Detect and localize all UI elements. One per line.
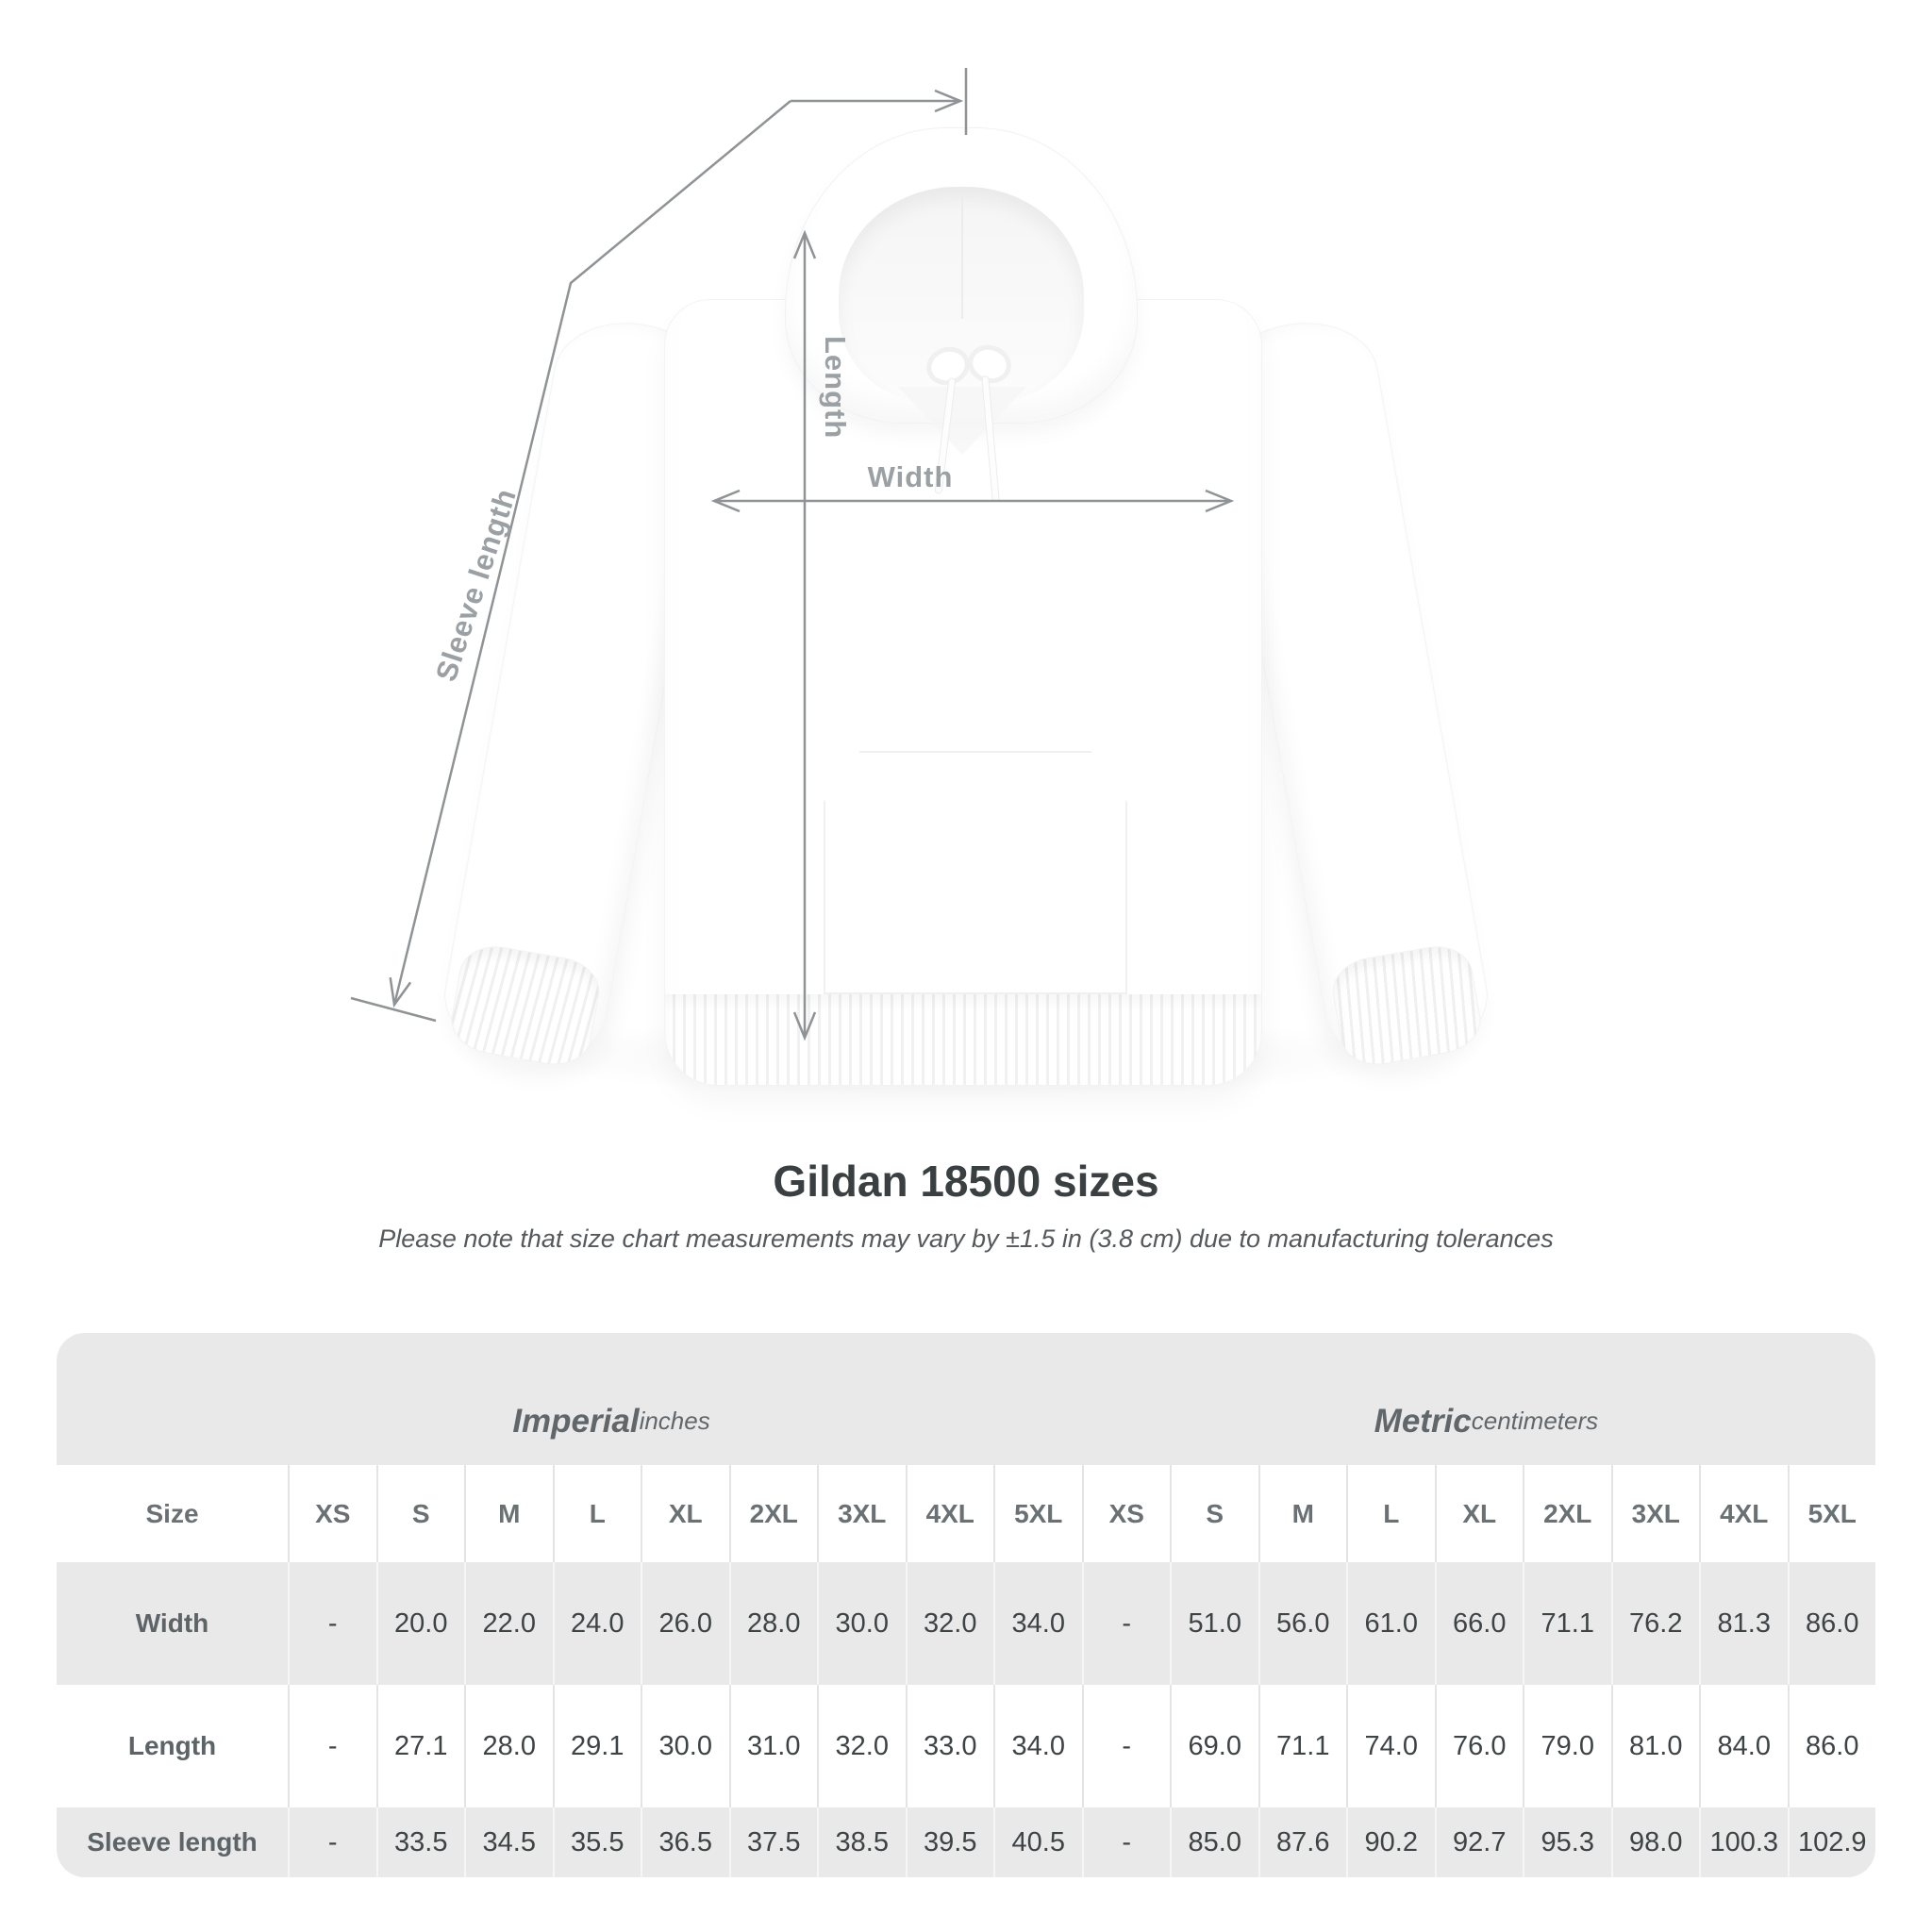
header-cell: L <box>1346 1465 1435 1562</box>
table-row-width: Width - 20.0 22.0 24.0 26.0 28.0 30.0 32… <box>57 1562 1875 1685</box>
value-cell: 66.0 <box>1434 1562 1524 1685</box>
header-cell: XL <box>1434 1465 1524 1562</box>
value-cell: 86.0 <box>1787 1685 1876 1807</box>
value-cell: 34.5 <box>464 1807 553 1877</box>
imperial-unit-group: Imperial inches <box>512 1356 709 1488</box>
value-cell: 98.0 <box>1610 1807 1700 1877</box>
header-cell: M <box>1257 1465 1347 1562</box>
value-cell: 95.3 <box>1523 1807 1611 1877</box>
header-cell: L <box>552 1465 641 1562</box>
value-cell: 81.0 <box>1610 1685 1700 1807</box>
value-cell: 102.9 <box>1787 1807 1876 1877</box>
size-chart-table: Imperial inches Metric centimeters Size … <box>57 1333 1875 1877</box>
value-cell: 92.7 <box>1434 1807 1524 1877</box>
value-cell: 34.0 <box>993 1562 1082 1685</box>
header-cell: M <box>464 1465 553 1562</box>
value-cell: 81.3 <box>1699 1562 1788 1685</box>
header-cell: 5XL <box>993 1465 1082 1562</box>
value-cell: 20.0 <box>375 1562 465 1685</box>
value-cell: 100.3 <box>1699 1807 1788 1877</box>
header-cell: S <box>1170 1465 1258 1562</box>
value-cell: 61.0 <box>1346 1562 1435 1685</box>
row-label: Length <box>127 1731 217 1760</box>
header-cell: XL <box>641 1465 729 1562</box>
value-cell: - <box>1081 1807 1171 1877</box>
row-label: Width <box>135 1608 209 1638</box>
value-cell: - <box>1081 1685 1171 1807</box>
table-row-sleeve-length: Sleeve length - 33.5 34.5 35.5 36.5 37.5… <box>57 1807 1875 1877</box>
header-cell: 3XL <box>817 1465 906 1562</box>
value-cell: - <box>288 1685 376 1807</box>
value-cell: 33.0 <box>905 1685 994 1807</box>
value-cell: 32.0 <box>905 1562 994 1685</box>
metric-sublabel: centimeters <box>1471 1407 1599 1436</box>
value-cell: 37.5 <box>728 1807 818 1877</box>
value-cell: 76.2 <box>1610 1562 1700 1685</box>
header-cell: 4XL <box>1699 1465 1788 1562</box>
value-cell: 24.0 <box>552 1562 641 1685</box>
table-row-length: Length - 27.1 28.0 29.1 30.0 31.0 32.0 3… <box>57 1685 1875 1807</box>
value-cell: 69.0 <box>1170 1685 1258 1807</box>
value-cell: 34.0 <box>993 1685 1082 1807</box>
value-cell: 71.1 <box>1257 1685 1347 1807</box>
row-label: Sleeve length <box>87 1827 258 1857</box>
header-cell: XS <box>1081 1465 1171 1562</box>
width-measure-label: Width <box>867 460 954 493</box>
value-cell: 90.2 <box>1346 1807 1435 1877</box>
header-cell: 2XL <box>728 1465 818 1562</box>
value-cell: 29.1 <box>552 1685 641 1807</box>
value-cell: 32.0 <box>817 1685 906 1807</box>
value-cell: 30.0 <box>641 1685 729 1807</box>
value-cell: 84.0 <box>1699 1685 1788 1807</box>
value-cell: 56.0 <box>1257 1562 1347 1685</box>
imperial-sublabel: inches <box>639 1407 710 1436</box>
value-cell: 28.0 <box>728 1562 818 1685</box>
header-cell: XS <box>288 1465 376 1562</box>
value-cell: 28.0 <box>464 1685 553 1807</box>
value-cell: 38.5 <box>817 1807 906 1877</box>
table-header-row: Size XS S M L XL 2XL 3XL 4XL 5XL XS S M … <box>57 1465 1875 1562</box>
value-cell: 40.5 <box>993 1807 1082 1877</box>
value-cell: - <box>288 1562 376 1685</box>
value-cell: 85.0 <box>1170 1807 1258 1877</box>
tolerance-note: Please note that size chart measurements… <box>378 1224 1554 1253</box>
value-cell: 33.5 <box>375 1807 465 1877</box>
value-cell: 76.0 <box>1434 1685 1524 1807</box>
header-cell: 3XL <box>1610 1465 1700 1562</box>
page-title: Gildan 18500 sizes <box>773 1157 1159 1206</box>
value-cell: 71.1 <box>1523 1562 1611 1685</box>
value-cell: 35.5 <box>552 1807 641 1877</box>
value-cell: 30.0 <box>817 1562 906 1685</box>
value-cell: - <box>288 1807 376 1877</box>
metric-unit-group: Metric centimeters <box>1374 1356 1598 1488</box>
value-cell: 51.0 <box>1170 1562 1258 1685</box>
value-cell: - <box>1081 1562 1171 1685</box>
hoodie-hood-seam <box>961 196 963 319</box>
value-cell: 39.5 <box>905 1807 994 1877</box>
value-cell: 36.5 <box>641 1807 729 1877</box>
metric-label: Metric <box>1374 1403 1472 1441</box>
unit-group-row: Imperial inches Metric centimeters <box>57 1333 1875 1465</box>
header-cell: 4XL <box>905 1465 994 1562</box>
value-cell: 31.0 <box>728 1685 818 1807</box>
value-cell: 79.0 <box>1523 1685 1611 1807</box>
hoodie-kangaroo-pocket <box>824 751 1127 994</box>
length-measure-label: Length <box>819 336 852 440</box>
value-cell: 27.1 <box>375 1685 465 1807</box>
measurement-arrows <box>0 0 1233 1040</box>
header-cell: S <box>375 1465 465 1562</box>
value-cell: 87.6 <box>1257 1807 1347 1877</box>
value-cell: 86.0 <box>1787 1562 1876 1685</box>
imperial-label: Imperial <box>512 1403 640 1441</box>
header-cell: 5XL <box>1787 1465 1876 1562</box>
value-cell: 74.0 <box>1346 1685 1435 1807</box>
value-cell: 22.0 <box>464 1562 553 1685</box>
header-cell: 2XL <box>1523 1465 1611 1562</box>
hoodie-hem-band <box>665 994 1261 1085</box>
size-column-header: Size <box>145 1498 199 1528</box>
value-cell: 26.0 <box>641 1562 729 1685</box>
